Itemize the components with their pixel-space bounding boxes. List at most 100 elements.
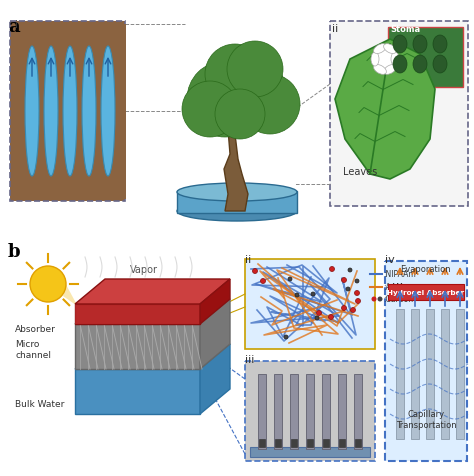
Bar <box>290 374 298 449</box>
Bar <box>274 374 282 449</box>
Bar <box>57 25 63 199</box>
Polygon shape <box>75 299 230 324</box>
Circle shape <box>315 317 319 320</box>
Bar <box>388 284 464 300</box>
Bar <box>110 25 116 199</box>
Text: :NIPAAm: :NIPAAm <box>383 270 416 279</box>
Bar <box>355 439 361 447</box>
Ellipse shape <box>433 36 447 54</box>
Ellipse shape <box>375 46 395 74</box>
Ellipse shape <box>374 45 386 54</box>
Circle shape <box>205 45 265 105</box>
FancyBboxPatch shape <box>388 28 463 88</box>
Ellipse shape <box>413 36 427 54</box>
FancyBboxPatch shape <box>10 22 125 201</box>
Text: Hydrogel Absorber: Hydrogel Absorber <box>387 289 465 296</box>
Ellipse shape <box>383 65 396 75</box>
Polygon shape <box>200 344 230 414</box>
Bar <box>177 192 297 214</box>
Bar <box>426 309 434 439</box>
Bar <box>258 374 266 449</box>
Circle shape <box>182 82 238 138</box>
Text: Vapor: Vapor <box>130 265 158 275</box>
Circle shape <box>187 62 263 138</box>
Polygon shape <box>75 369 200 414</box>
FancyBboxPatch shape <box>385 261 467 461</box>
Text: Absorber: Absorber <box>15 325 56 334</box>
Bar <box>456 309 464 439</box>
Circle shape <box>356 299 361 304</box>
Text: Evaporation: Evaporation <box>400 265 450 273</box>
Text: :AAM: :AAM <box>383 283 403 292</box>
Text: :Carbon: :Carbon <box>383 295 413 304</box>
Circle shape <box>348 268 352 272</box>
Ellipse shape <box>371 53 379 67</box>
Circle shape <box>253 269 257 274</box>
Bar <box>338 374 346 449</box>
Bar <box>95 25 101 199</box>
Circle shape <box>346 288 350 291</box>
Polygon shape <box>75 304 200 324</box>
Circle shape <box>328 315 334 320</box>
FancyBboxPatch shape <box>330 22 468 207</box>
Circle shape <box>341 278 346 283</box>
Ellipse shape <box>177 201 297 221</box>
FancyBboxPatch shape <box>245 361 375 461</box>
Polygon shape <box>200 299 230 369</box>
Text: Capillary
Transportation: Capillary Transportation <box>396 409 456 429</box>
Text: ii: ii <box>332 24 338 34</box>
Polygon shape <box>75 279 230 304</box>
Circle shape <box>311 292 315 297</box>
Text: a: a <box>8 18 19 36</box>
Text: i: i <box>15 248 18 258</box>
Ellipse shape <box>393 56 407 74</box>
Ellipse shape <box>391 53 399 67</box>
Ellipse shape <box>393 36 407 54</box>
Text: Stoma: Stoma <box>390 25 420 34</box>
Ellipse shape <box>433 56 447 74</box>
Circle shape <box>240 75 300 135</box>
Circle shape <box>288 278 292 281</box>
Bar <box>250 447 370 457</box>
Text: b: b <box>8 242 21 260</box>
Polygon shape <box>224 130 248 211</box>
Text: iii: iii <box>245 354 255 364</box>
Text: Micro
channel: Micro channel <box>15 339 51 359</box>
Circle shape <box>30 267 66 302</box>
Bar <box>259 439 265 447</box>
Circle shape <box>295 293 299 298</box>
Circle shape <box>215 90 265 140</box>
Bar <box>354 374 362 449</box>
Ellipse shape <box>44 47 58 177</box>
Polygon shape <box>75 344 230 369</box>
Bar <box>307 439 313 447</box>
Bar <box>322 374 330 449</box>
Text: i: i <box>15 20 18 30</box>
Circle shape <box>261 279 265 284</box>
Bar <box>306 374 314 449</box>
Ellipse shape <box>82 47 96 177</box>
Ellipse shape <box>374 65 386 75</box>
Bar <box>323 439 329 447</box>
Circle shape <box>317 311 321 316</box>
Bar <box>20 25 26 199</box>
Circle shape <box>355 279 359 283</box>
Ellipse shape <box>383 45 396 54</box>
Polygon shape <box>63 279 110 329</box>
Circle shape <box>215 55 285 125</box>
Polygon shape <box>75 324 200 369</box>
Bar <box>120 25 126 199</box>
Bar <box>441 309 449 439</box>
Text: Leaves: Leaves <box>343 167 377 177</box>
Bar <box>411 309 419 439</box>
Bar <box>396 309 404 439</box>
Ellipse shape <box>101 47 115 177</box>
Circle shape <box>227 42 283 98</box>
Polygon shape <box>75 304 200 324</box>
Bar <box>38 25 44 199</box>
Text: Bulk Water: Bulk Water <box>15 400 64 408</box>
Circle shape <box>329 267 335 272</box>
Circle shape <box>377 297 383 302</box>
Bar <box>76 25 82 199</box>
Circle shape <box>372 297 376 302</box>
